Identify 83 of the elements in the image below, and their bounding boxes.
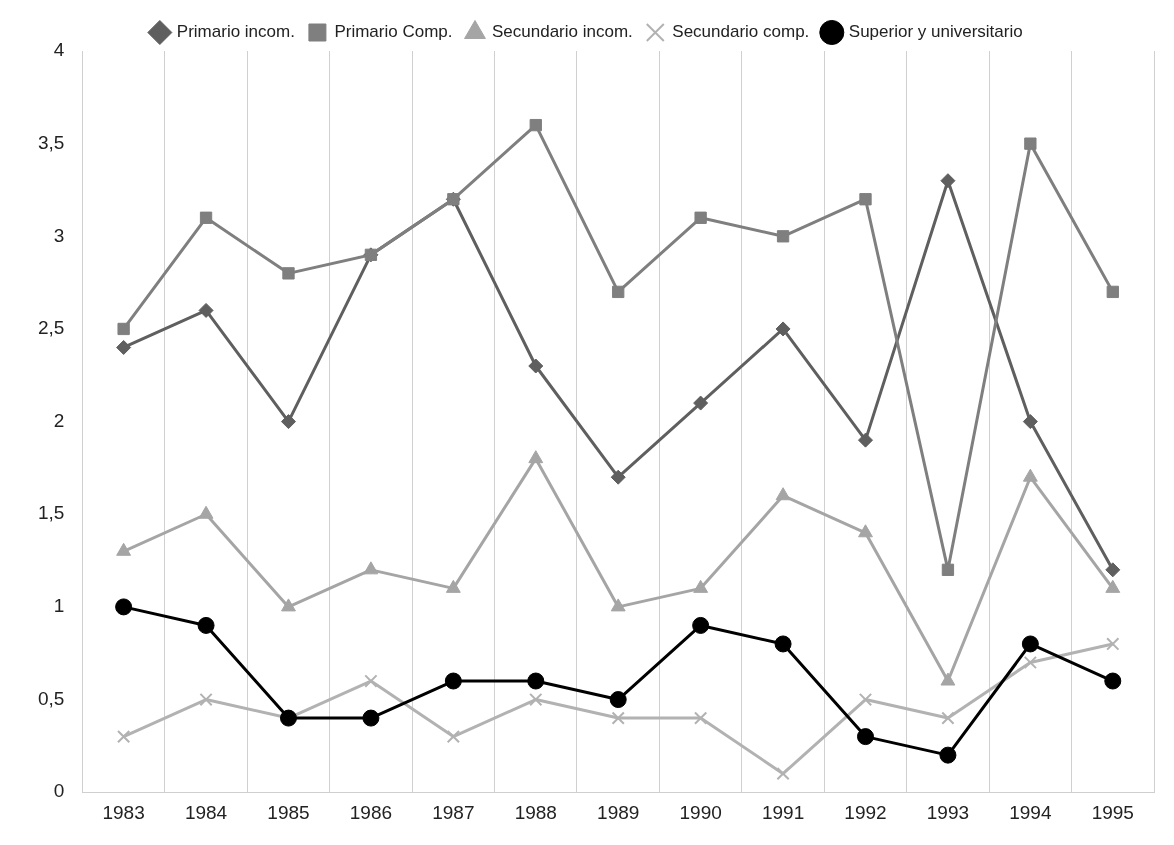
point [858, 524, 873, 538]
point [281, 598, 296, 612]
point [529, 692, 543, 707]
point [857, 728, 874, 746]
point [1104, 672, 1122, 690]
point [446, 729, 460, 744]
point [1106, 285, 1119, 299]
point [775, 321, 791, 337]
point [199, 211, 213, 224]
x-tick-label: 1986 [349, 801, 393, 823]
y-tick-label: 4 [53, 39, 65, 61]
point [528, 358, 544, 374]
point [528, 450, 544, 464]
y-tick-label: 3,5 [37, 131, 65, 153]
y-tick-label: 2,5 [37, 317, 65, 339]
point [362, 709, 380, 727]
point [939, 746, 957, 764]
point [282, 267, 295, 280]
point [611, 711, 625, 725]
point [941, 563, 955, 576]
point [775, 487, 791, 501]
point [693, 395, 709, 411]
point [693, 711, 708, 725]
x-tick-label: 1988 [514, 801, 557, 823]
x-tick-label: 1990 [679, 801, 722, 823]
point [609, 691, 627, 709]
point [1021, 635, 1039, 653]
point [1024, 137, 1037, 150]
point [1023, 655, 1038, 670]
point [1022, 468, 1038, 482]
point [1022, 414, 1038, 430]
point [610, 469, 626, 485]
point [527, 672, 545, 690]
point [116, 339, 132, 355]
x-tick-label: 1994 [1009, 801, 1052, 823]
point [776, 230, 790, 243]
point [116, 542, 132, 556]
x-tick-label: 1993 [926, 801, 970, 823]
x-tick-label: 1985 [267, 801, 310, 823]
point [115, 598, 133, 616]
point [940, 672, 956, 686]
legend-label: Secundario comp. [672, 22, 810, 42]
point [859, 193, 872, 206]
point [610, 598, 626, 612]
point [364, 674, 378, 688]
point [858, 432, 873, 448]
y-tick-label: 1 [53, 595, 65, 617]
legend-label: Secundario incom. [491, 22, 633, 42]
point [444, 672, 462, 690]
point [941, 711, 955, 725]
point [612, 285, 625, 299]
point [197, 616, 215, 634]
x-tick-label: 1995 [1091, 801, 1134, 823]
point [1106, 637, 1120, 651]
point [363, 561, 379, 575]
y-tick-label: 0 [53, 780, 65, 802]
point [117, 322, 130, 336]
point [694, 211, 707, 224]
x-tick-label: 1989 [597, 801, 640, 823]
point [199, 692, 213, 707]
point [198, 505, 214, 519]
point [529, 118, 542, 132]
point [774, 635, 792, 653]
point [198, 302, 214, 318]
x-tick-label: 1987 [432, 801, 475, 823]
point [1105, 562, 1121, 578]
legend-label: Superior y universitario [848, 22, 1023, 42]
point [858, 692, 873, 707]
y-tick-label: 0,5 [37, 687, 65, 709]
x-tick-label: 1983 [102, 801, 145, 823]
point [280, 414, 296, 430]
y-tick-label: 2 [53, 409, 65, 431]
x-tick-label: 1984 [184, 801, 228, 823]
x-tick-label: 1992 [844, 801, 887, 823]
legend-label: Primario Comp. [334, 22, 453, 42]
point [776, 767, 790, 781]
legend-label: Primario incom. [176, 22, 295, 42]
y-tick-label: 3 [53, 224, 65, 246]
y-tick-label: 1,5 [37, 502, 65, 524]
point [692, 616, 710, 634]
x-tick-label: 1991 [761, 801, 805, 823]
point [940, 173, 956, 189]
point [116, 729, 131, 744]
